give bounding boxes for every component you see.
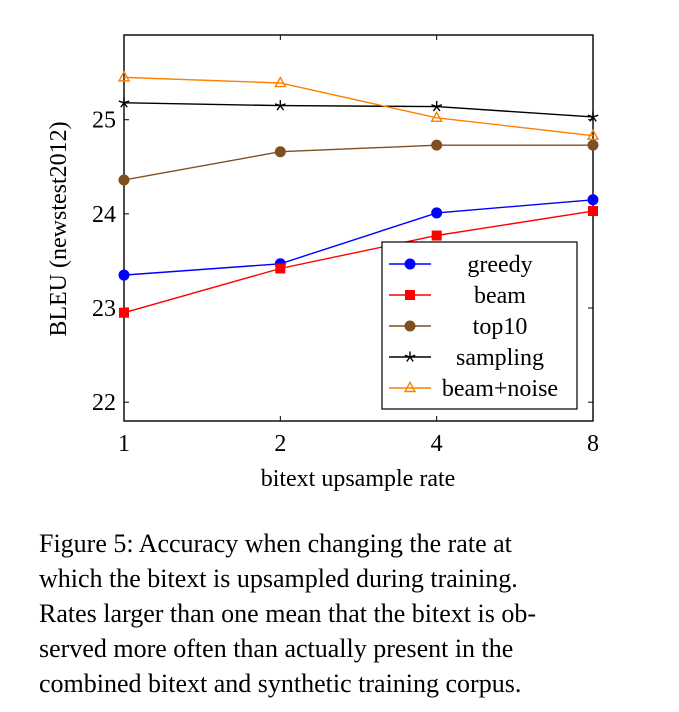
legend-marker: [404, 258, 416, 270]
data-point: [118, 269, 130, 281]
caption-line: served more often than actually present …: [39, 634, 514, 663]
data-point: [274, 76, 287, 88]
series-line: [123, 210, 594, 314]
data-point: [588, 206, 598, 217]
series-line: [123, 199, 594, 276]
x-tick-label: 2: [274, 431, 286, 457]
legend-label: top10: [473, 314, 528, 340]
data-point: [118, 97, 130, 108]
legend-marker: [404, 351, 416, 362]
data-point: [587, 139, 599, 151]
caption-line: Rates larger than one mean that the bite…: [39, 599, 536, 628]
legend-marker: [405, 290, 415, 300]
data-point: [587, 194, 599, 206]
series-line: [123, 144, 593, 181]
x-tick-label: 8: [587, 431, 599, 457]
x-tick-label: 1: [118, 431, 130, 457]
series-line: [123, 76, 594, 137]
bleu-line-chart: 1 2 4 822232425greedybeamtop10samplingbeam+…: [46, 34, 600, 492]
data-point: [430, 110, 443, 123]
y-tick-label: 22: [92, 390, 116, 416]
legend-label: beam+noise: [442, 376, 558, 402]
y-axis-label: BLEU (newstest2012): [46, 121, 72, 336]
data-point: [431, 207, 443, 219]
legend-label: sampling: [456, 345, 544, 371]
data-point: [586, 128, 600, 140]
plot-area: 1 2 4 822232425greedybeamtop10samplingbeam+…: [92, 34, 600, 457]
series-line: [123, 102, 594, 118]
caption-line: Figure 5: Accuracy when changing the rat…: [39, 529, 512, 558]
x-tick-label: 4: [431, 431, 443, 457]
data-point: [587, 111, 599, 122]
data-point: [119, 307, 129, 318]
data-point: [274, 100, 286, 111]
caption-line: combined bitext and synthetic training c…: [39, 669, 522, 698]
legend-label: greedy: [467, 252, 532, 278]
data-point: [431, 101, 443, 112]
data-point: [117, 70, 131, 82]
figure-caption: Figure 5: Accuracy when changing the rat…: [39, 526, 607, 701]
y-tick-label: 23: [92, 296, 116, 322]
legend-marker: [404, 320, 416, 332]
y-tick-label: 25: [92, 108, 116, 134]
y-tick-label: 24: [92, 202, 116, 228]
legend-marker: [403, 381, 417, 393]
data-point: [431, 230, 442, 241]
data-point: [275, 263, 286, 274]
data-point: [431, 139, 443, 151]
plot-frame: [123, 34, 594, 422]
data-point: [274, 146, 286, 158]
data-point: [118, 174, 130, 186]
caption-line: which the bitext is upsampled during tra…: [39, 564, 518, 593]
legend-label: beam: [474, 283, 526, 309]
x-axis-label: bitext upsample rate: [261, 466, 456, 492]
